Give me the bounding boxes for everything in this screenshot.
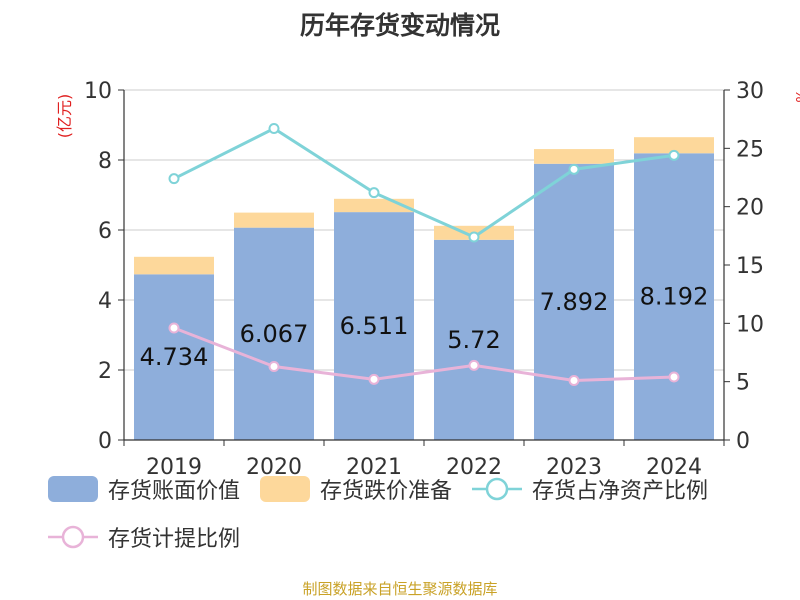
bar-book-value [434,239,514,440]
bar-data-label: 6.067 [240,320,309,348]
y-left-tick-label: 8 [98,149,112,174]
bar-impairment [534,149,614,164]
y-left-tick-label: 0 [98,429,112,454]
legend-item-net-asset-ratio[interactable]: 存货占净资产比例 [472,473,708,505]
legend-item-provision-ratio[interactable]: 存货计提比例 [48,521,240,553]
bar-book-value [334,212,414,440]
point-provision-ratio [468,359,480,371]
x-tick-label: 2021 [346,455,402,480]
legend-swatch-book-value [48,476,98,502]
point-provision-ratio [168,322,180,334]
point-net-asset-ratio [268,123,280,134]
y-right-tick-label: 0 [736,429,750,454]
legend-marker-net-asset-ratio [472,477,523,501]
y-right-tick-label: 30 [736,79,764,104]
point-net-asset-ratio [668,149,680,161]
y-right-tick-label: 15 [736,254,764,279]
legend-label-book-value: 存货账面价值 [108,479,241,504]
bar-data-label: 6.511 [340,312,409,340]
y-right-axis-label: % [792,89,800,102]
data-source-note: 制图数据来自恒生聚源数据库 [302,580,498,598]
legend-item-book-value[interactable]: 存货账面价值 [48,473,240,505]
legend-marker-provision-ratio [48,525,98,549]
bar-book-value [134,274,214,440]
line-net-asset-ratio [173,126,675,239]
point-net-asset-ratio [468,231,480,243]
line-provision-ratio [173,326,675,383]
bar-data-label: 5.72 [447,326,500,354]
bar-impairment [134,256,214,275]
point-provision-ratio [568,375,580,386]
legend-swatch-impairment [260,476,311,502]
bar-book-value [234,227,314,440]
point-net-asset-ratio [368,187,380,199]
x-tick-label: 2020 [246,455,302,480]
point-provision-ratio [268,361,280,372]
bar-data-label: 4.734 [140,343,209,371]
y-left-tick-label: 4 [98,289,112,314]
legend-label-net-asset-ratio: 存货占净资产比例 [532,479,709,504]
y-left-axis-label: (亿元) [55,94,74,139]
bar-data-label: 7.892 [540,288,609,316]
y-left-tick-label: 2 [98,359,112,384]
legend: 存货账面价值 存货跌价准备 存货占净资产比例 存货计提比例 [48,470,788,566]
legend-label-impairment: 存货跌价准备 [320,479,453,504]
bar-book-value [634,153,714,440]
x-tick-label: 2023 [546,455,602,480]
x-tick-label: 2022 [446,455,502,480]
legend-item-impairment[interactable]: 存货跌价准备 [260,473,452,505]
bar-impairment [634,137,714,154]
legend-label-provision-ratio: 存货计提比例 [108,527,241,552]
bar-book-value [534,163,614,440]
y-right-tick-label: 25 [736,137,764,162]
y-right-tick-label: 20 [736,196,764,221]
bar-impairment [234,212,314,228]
bar-data-label: 8.192 [640,283,709,311]
point-provision-ratio [368,373,380,385]
y-left-tick-label: 6 [98,219,112,244]
x-tick-label: 2019 [146,455,202,480]
y-left-tick-label: 10 [84,79,112,104]
y-right-tick-label: 10 [736,312,764,337]
point-net-asset-ratio [168,173,180,185]
chart-title: 历年存货变动情况 [299,11,500,40]
y-right-tick-label: 5 [736,371,750,396]
x-tick-label: 2024 [646,455,702,480]
point-provision-ratio [668,371,680,383]
point-net-asset-ratio [568,163,580,175]
